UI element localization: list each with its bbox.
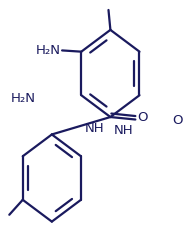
- Text: H₂N: H₂N: [11, 92, 36, 105]
- Text: O: O: [172, 114, 182, 126]
- Text: NH: NH: [114, 124, 134, 137]
- Text: O: O: [138, 111, 148, 124]
- Text: H₂N: H₂N: [36, 44, 61, 57]
- Text: NH: NH: [85, 122, 105, 135]
